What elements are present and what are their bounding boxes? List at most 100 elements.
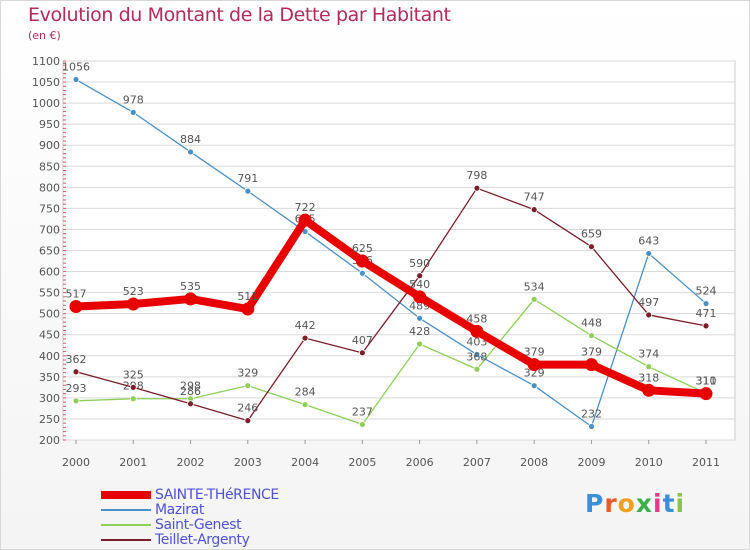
y-tick-label: 400 xyxy=(39,350,60,363)
data-point xyxy=(588,243,595,251)
data-point xyxy=(358,421,366,428)
data-point xyxy=(527,358,541,372)
data-point xyxy=(69,300,83,314)
data-point xyxy=(187,400,194,408)
data-point xyxy=(355,254,369,268)
logo-letter: i xyxy=(653,489,663,518)
data-point xyxy=(187,148,194,156)
y-tick-label: 1000 xyxy=(32,97,60,110)
data-point xyxy=(72,397,80,405)
legend-label: Saint-Genest xyxy=(155,516,242,533)
y-tick-label: 1100 xyxy=(32,55,60,68)
data-label: 540 xyxy=(409,278,430,291)
data-point xyxy=(184,292,198,306)
data-label: 1056 xyxy=(62,61,90,74)
data-point xyxy=(530,382,538,390)
data-label: 535 xyxy=(180,280,201,293)
data-label: 659 xyxy=(581,228,602,241)
chart-subtitle: (en €) xyxy=(28,29,61,42)
series-line xyxy=(75,298,707,426)
chart-title: Evolution du Montant de la Dette par Hab… xyxy=(28,4,451,26)
x-tick-label: 2008 xyxy=(520,456,548,469)
x-tick-label: 2004 xyxy=(291,456,319,469)
data-label: 978 xyxy=(123,93,144,106)
data-point xyxy=(244,382,252,390)
data-label: 232 xyxy=(581,408,602,421)
data-label: 497 xyxy=(638,296,659,309)
data-label: 237 xyxy=(352,405,373,418)
y-tick-label: 950 xyxy=(39,118,60,131)
y-tick-label: 200 xyxy=(39,434,60,447)
data-label: 407 xyxy=(352,334,373,347)
data-label: 286 xyxy=(180,385,201,398)
data-label: 471 xyxy=(696,307,717,320)
data-point xyxy=(413,290,427,304)
x-tick-label: 2009 xyxy=(577,456,605,469)
logo-letter: r xyxy=(604,489,618,518)
data-label: 284 xyxy=(295,386,316,399)
y-tick-label: 350 xyxy=(39,371,60,384)
y-tick-label: 500 xyxy=(39,308,60,321)
legend-swatch xyxy=(101,538,151,541)
legend-swatch xyxy=(101,523,151,526)
x-tick-label: 2003 xyxy=(234,456,262,469)
data-point xyxy=(358,269,366,277)
data-point xyxy=(470,324,484,338)
data-point xyxy=(129,395,137,403)
data-point xyxy=(473,351,481,358)
y-tick-label: 800 xyxy=(39,181,60,194)
data-label: 458 xyxy=(466,312,487,325)
data-point xyxy=(702,300,710,307)
y-tick-label: 600 xyxy=(39,266,60,279)
data-point xyxy=(241,302,255,316)
data-label: 524 xyxy=(696,285,717,298)
legend-item: Saint-Genest xyxy=(101,516,279,533)
y-tick-label: 300 xyxy=(39,392,60,405)
data-point xyxy=(645,363,653,371)
data-label: 798 xyxy=(466,169,487,182)
logo-letter: x xyxy=(635,489,653,518)
data-point xyxy=(72,368,80,376)
data-point xyxy=(244,417,252,425)
legend-item: SAINTE-THéRENCE xyxy=(101,486,279,503)
data-point xyxy=(301,401,309,409)
data-point xyxy=(416,340,424,348)
data-point xyxy=(416,314,424,322)
data-point xyxy=(588,423,595,430)
data-point xyxy=(301,334,309,342)
data-label: 311 xyxy=(696,374,717,387)
x-tick-label: 2011 xyxy=(692,456,720,469)
legend-label: Teillet-Argenty xyxy=(155,531,250,548)
data-point xyxy=(699,387,713,401)
data-point xyxy=(702,322,710,330)
data-point xyxy=(642,383,656,397)
legend-swatch xyxy=(101,508,151,511)
data-label: 329 xyxy=(524,367,545,380)
data-label: 523 xyxy=(123,285,144,298)
legend-label: SAINTE-THéRENCE xyxy=(155,486,279,503)
data-label: 318 xyxy=(638,371,659,384)
data-point xyxy=(298,213,312,227)
logo-letter: o xyxy=(617,489,636,518)
x-tick-label: 2005 xyxy=(348,456,376,469)
series-line xyxy=(75,187,707,422)
logo-letter: i xyxy=(675,489,686,518)
data-point xyxy=(645,250,653,257)
data-label: 517 xyxy=(66,288,87,301)
y-tick-label: 550 xyxy=(39,287,60,300)
data-label: 325 xyxy=(123,368,144,381)
data-point xyxy=(72,76,80,83)
data-label: 329 xyxy=(237,367,258,380)
data-label: 590 xyxy=(409,257,430,270)
series-line xyxy=(72,216,710,398)
series-line xyxy=(75,78,707,428)
data-label: 310 xyxy=(696,375,717,388)
y-tick-label: 750 xyxy=(39,202,60,215)
y-tick-label: 900 xyxy=(39,139,60,152)
logo-letter: P xyxy=(585,489,605,518)
x-tick-label: 2000 xyxy=(62,456,90,469)
data-label: 643 xyxy=(638,234,659,247)
y-tick-label: 1050 xyxy=(32,76,60,89)
y-tick-label: 850 xyxy=(39,160,60,173)
